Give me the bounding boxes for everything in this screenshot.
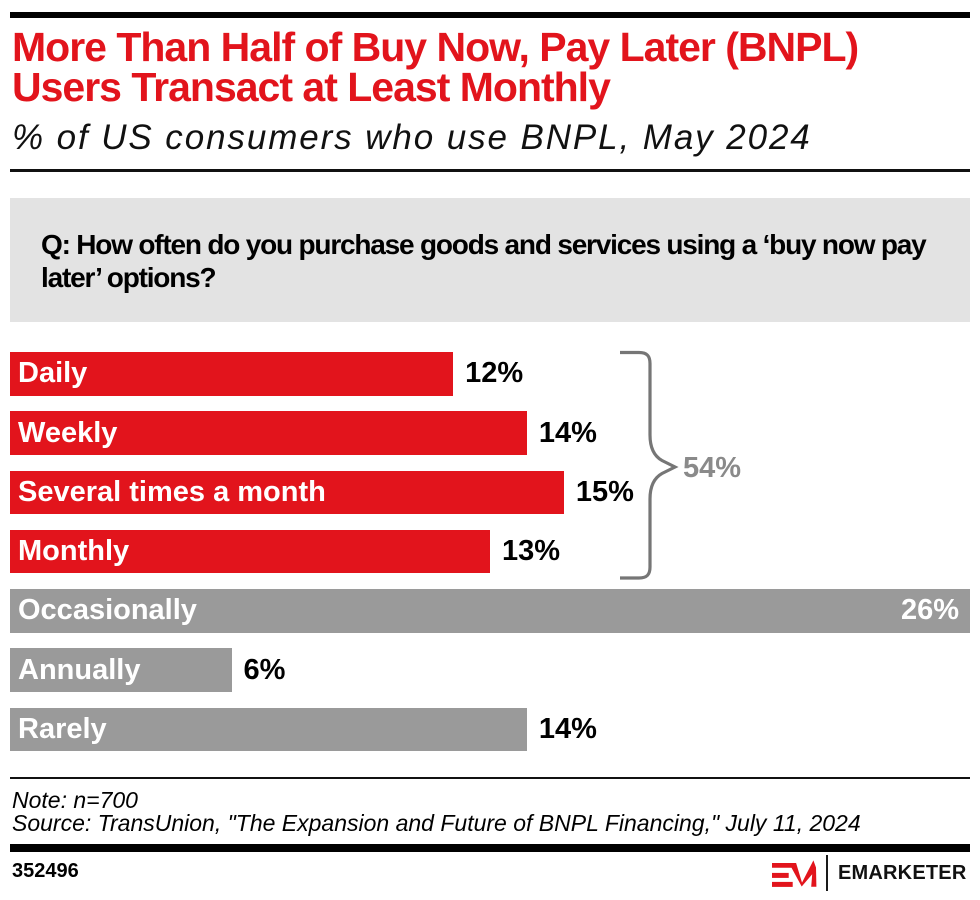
bar-gray: Occasionally 26% xyxy=(10,589,970,633)
bar-row: Daily 12% xyxy=(10,352,970,396)
bar-label: Daily xyxy=(18,357,88,390)
chart-id: 352496 xyxy=(12,860,79,882)
header-divider xyxy=(10,169,970,172)
bar-red: Weekly xyxy=(10,411,527,455)
group-brace xyxy=(620,350,679,580)
bar-chart: Daily 12% Weekly 14% Several times a month 15… xyxy=(10,352,970,767)
bar-value: 12% xyxy=(465,357,524,390)
bar-label: Occasionally xyxy=(18,594,197,627)
bar-row: Annually 6% xyxy=(10,648,970,692)
bar-label: Weekly xyxy=(18,416,118,449)
bar-row: Monthly 13% xyxy=(10,529,970,574)
bar-value: 13% xyxy=(502,535,561,568)
footer-divider xyxy=(10,777,970,779)
bar-value: 26% xyxy=(900,594,959,627)
bar-red: Several times a month xyxy=(10,470,564,515)
bar-value: 14% xyxy=(538,416,597,449)
bar-value: 6% xyxy=(243,653,286,686)
bar-label: Rarely xyxy=(18,713,107,746)
question-box: Q: How often do you purchase goods and s… xyxy=(10,198,970,322)
notes-block: Note: n=700 Source: TransUnion, "The Exp… xyxy=(12,787,968,837)
bar-label: Annually xyxy=(18,653,141,686)
question-text: Q: How often do you purchase goods and s… xyxy=(41,229,927,293)
note-text: Note: n=700 xyxy=(12,787,138,813)
bar-row: Rarely 14% xyxy=(10,707,970,752)
bar-red: Daily xyxy=(10,352,454,396)
emarketer-logo: EMARKETER xyxy=(772,854,966,892)
bar-gray: Annually xyxy=(10,648,232,692)
bar-label: Several times a month xyxy=(18,475,326,508)
source-text: Source: TransUnion, "The Expansion and F… xyxy=(12,810,861,837)
bar-row: Several times a month 15% xyxy=(10,470,970,515)
emarketer-logo-icon xyxy=(772,860,817,887)
logo-divider xyxy=(826,855,828,891)
bar-value: 14% xyxy=(538,713,597,746)
bar-gray: Rarely xyxy=(10,707,527,752)
bar-row: Occasionally 26% xyxy=(10,589,970,633)
top-rule xyxy=(10,12,970,18)
brand-name: EMARKETER xyxy=(838,862,967,884)
bar-row: Weekly 14% xyxy=(10,411,970,455)
bar-red: Monthly xyxy=(10,529,490,574)
bar-value: 15% xyxy=(575,475,634,508)
group-total-label: 54% xyxy=(683,452,742,484)
chart-title: More Than Half of Buy Now, Pay Later (BN… xyxy=(12,24,859,110)
chart-subtitle: % of US consumers who use BNPL, May 2024 xyxy=(12,118,812,157)
bar-label: Monthly xyxy=(18,535,130,568)
footer-bar xyxy=(10,844,970,852)
